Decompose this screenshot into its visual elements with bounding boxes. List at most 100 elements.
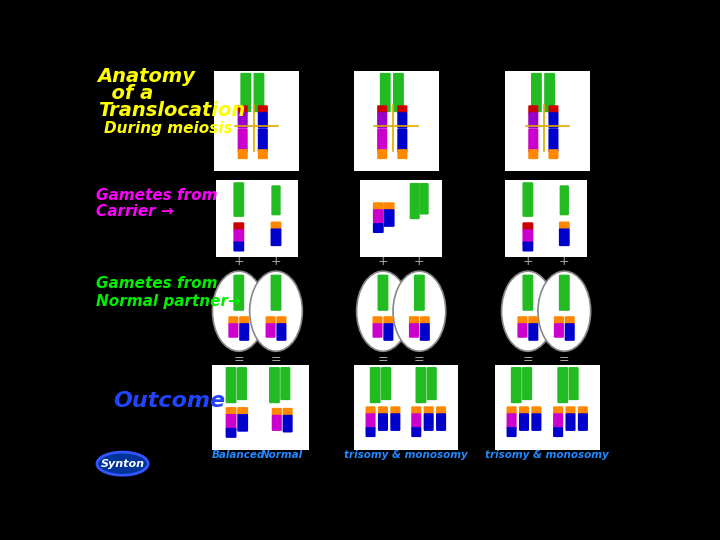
FancyBboxPatch shape (377, 129, 387, 152)
Bar (495, 365, 554, 450)
FancyBboxPatch shape (528, 112, 539, 129)
Bar (253, 180, 299, 257)
FancyBboxPatch shape (415, 367, 426, 403)
Text: +: + (414, 255, 425, 268)
Bar (214, 71, 300, 171)
FancyBboxPatch shape (238, 414, 248, 431)
FancyBboxPatch shape (280, 367, 290, 400)
FancyBboxPatch shape (523, 241, 534, 252)
FancyBboxPatch shape (233, 229, 244, 244)
FancyBboxPatch shape (564, 323, 575, 341)
FancyBboxPatch shape (559, 185, 569, 215)
FancyBboxPatch shape (377, 105, 387, 114)
FancyBboxPatch shape (397, 112, 408, 129)
Text: During meiosis: During meiosis (104, 120, 233, 136)
Bar (505, 71, 590, 171)
Text: Carrier →: Carrier → (96, 204, 174, 219)
FancyBboxPatch shape (370, 367, 381, 403)
Text: +: + (233, 255, 244, 268)
FancyBboxPatch shape (378, 413, 388, 431)
FancyBboxPatch shape (258, 129, 268, 152)
Ellipse shape (356, 271, 409, 351)
Text: +: + (559, 255, 570, 268)
FancyBboxPatch shape (523, 275, 534, 311)
FancyBboxPatch shape (233, 275, 244, 311)
FancyBboxPatch shape (523, 182, 534, 217)
Bar (541, 365, 600, 450)
FancyBboxPatch shape (553, 427, 563, 437)
Text: Normal: Normal (261, 449, 303, 460)
FancyBboxPatch shape (522, 367, 532, 400)
Text: of a: of a (98, 84, 153, 103)
FancyBboxPatch shape (238, 407, 248, 416)
Ellipse shape (538, 271, 590, 351)
FancyBboxPatch shape (414, 275, 425, 311)
Bar (397, 180, 442, 257)
Bar (505, 180, 550, 257)
FancyBboxPatch shape (531, 73, 542, 112)
FancyBboxPatch shape (409, 316, 419, 325)
FancyBboxPatch shape (528, 316, 539, 325)
FancyBboxPatch shape (271, 228, 282, 246)
FancyBboxPatch shape (366, 427, 376, 437)
FancyBboxPatch shape (266, 316, 276, 325)
FancyBboxPatch shape (239, 323, 249, 341)
FancyBboxPatch shape (238, 129, 248, 152)
FancyBboxPatch shape (384, 209, 395, 227)
FancyBboxPatch shape (569, 367, 579, 400)
FancyBboxPatch shape (531, 406, 541, 415)
FancyBboxPatch shape (507, 427, 517, 437)
FancyBboxPatch shape (271, 185, 281, 215)
FancyBboxPatch shape (565, 406, 575, 415)
FancyBboxPatch shape (523, 229, 534, 244)
FancyBboxPatch shape (240, 73, 251, 112)
FancyBboxPatch shape (228, 316, 238, 325)
Text: +: + (377, 255, 388, 268)
Bar (255, 365, 310, 450)
FancyBboxPatch shape (269, 367, 280, 403)
Text: =: = (523, 353, 534, 366)
FancyBboxPatch shape (423, 413, 433, 431)
FancyBboxPatch shape (377, 112, 387, 129)
FancyBboxPatch shape (276, 323, 287, 341)
Bar (216, 180, 261, 257)
FancyBboxPatch shape (225, 367, 236, 403)
FancyBboxPatch shape (390, 406, 400, 415)
FancyBboxPatch shape (383, 323, 393, 341)
FancyBboxPatch shape (549, 112, 559, 129)
FancyBboxPatch shape (409, 323, 419, 338)
FancyBboxPatch shape (518, 316, 528, 325)
FancyBboxPatch shape (507, 413, 517, 429)
Bar (542, 180, 587, 257)
FancyBboxPatch shape (258, 105, 268, 114)
FancyBboxPatch shape (519, 413, 529, 431)
FancyBboxPatch shape (282, 415, 292, 433)
FancyBboxPatch shape (238, 105, 248, 114)
FancyBboxPatch shape (377, 275, 388, 311)
FancyBboxPatch shape (528, 323, 539, 341)
FancyBboxPatch shape (238, 112, 248, 129)
FancyBboxPatch shape (366, 406, 376, 415)
FancyBboxPatch shape (238, 149, 248, 159)
FancyBboxPatch shape (549, 149, 559, 159)
FancyBboxPatch shape (366, 413, 376, 429)
FancyBboxPatch shape (427, 367, 437, 400)
FancyBboxPatch shape (411, 413, 421, 429)
FancyBboxPatch shape (411, 427, 421, 437)
FancyBboxPatch shape (271, 408, 282, 416)
FancyBboxPatch shape (233, 182, 244, 217)
Text: Anatomy: Anatomy (98, 67, 196, 86)
FancyBboxPatch shape (253, 73, 264, 112)
FancyBboxPatch shape (549, 129, 559, 152)
FancyBboxPatch shape (381, 367, 391, 400)
Text: =: = (414, 353, 425, 366)
FancyBboxPatch shape (419, 183, 428, 214)
FancyBboxPatch shape (528, 105, 539, 114)
FancyBboxPatch shape (397, 129, 408, 152)
Bar (399, 365, 458, 450)
FancyBboxPatch shape (559, 221, 570, 230)
FancyBboxPatch shape (372, 323, 382, 338)
Text: +: + (523, 255, 534, 268)
FancyBboxPatch shape (557, 367, 568, 403)
FancyBboxPatch shape (372, 316, 382, 325)
